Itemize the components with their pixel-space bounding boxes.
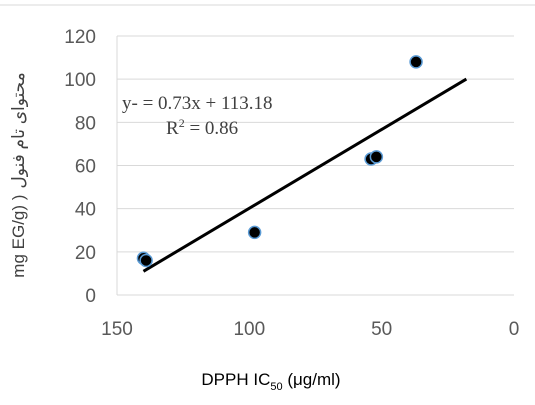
x-tick-label: 50 <box>371 319 392 340</box>
gridlines <box>116 35 514 296</box>
y-tick-label: 0 <box>85 286 96 307</box>
x-axis-title-unit: (μg/ml) <box>283 370 341 389</box>
data-point <box>247 225 262 240</box>
data-points <box>136 55 423 268</box>
trendline-group <box>142 77 468 273</box>
plot-area <box>116 35 514 296</box>
y-tick-label: 80 <box>75 113 96 134</box>
data-point <box>409 55 423 69</box>
x-axis-title: DPPH IC50 (μg/ml) <box>201 370 340 393</box>
trendline <box>142 77 468 273</box>
y-tick-label: 60 <box>75 157 96 178</box>
x-axis-title-main: DPPH IC <box>201 370 270 389</box>
y-tick-label: 40 <box>75 200 96 221</box>
y-tick-label: 100 <box>64 70 96 91</box>
r-squared-exponent: 2 <box>179 116 185 130</box>
y-axis-title: mg EG/g) ) محتوای تام فنول <box>9 72 28 277</box>
r-squared-label: R2 = 0.86 <box>166 116 238 139</box>
y-tick-label: 20 <box>75 243 96 264</box>
y-axis-title-text: mg EG/g) ) محتوای تام فنول <box>9 72 28 277</box>
y-axis-title-persian: محتوای تام فنول <box>9 72 28 188</box>
data-point <box>139 253 153 268</box>
r-squared-value: = 0.86 <box>185 118 238 139</box>
y-axis-ticks: 0 20 40 60 80 100 120 <box>64 27 96 307</box>
trendline-equation: y- = 0.73x + 113.18 <box>122 93 273 114</box>
x-tick-label: 0 <box>509 319 520 340</box>
data-point <box>369 150 384 164</box>
x-axis-ticks: 150 100 50 0 <box>101 319 519 340</box>
y-tick-label: 120 <box>64 27 96 48</box>
x-tick-label: 100 <box>233 319 265 340</box>
y-axis-title-unit: mg EG/g) ) <box>9 195 28 278</box>
x-tick-label: 150 <box>101 319 133 340</box>
x-axis-title-subscript: 50 <box>270 381 282 393</box>
r-squared-base: R <box>166 118 179 139</box>
